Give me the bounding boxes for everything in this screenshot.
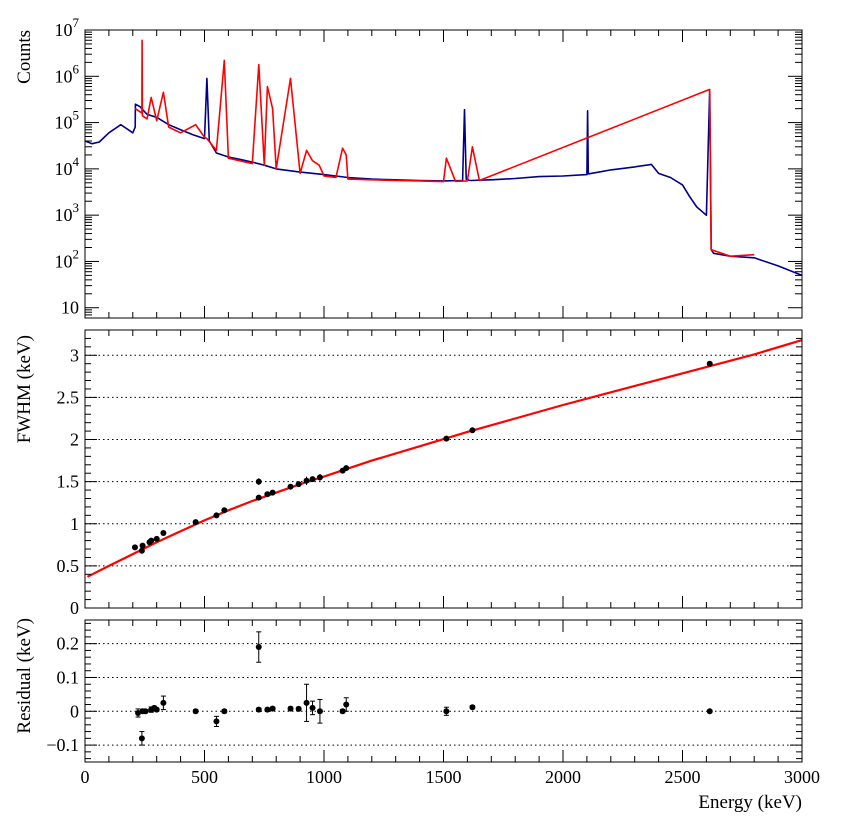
y-tick-label: −0.1 (46, 735, 79, 755)
fwhm-point (138, 547, 145, 554)
fwhm-point (213, 512, 220, 519)
x-tick-label: 1000 (306, 767, 342, 787)
residual-point (706, 708, 713, 715)
y-tick-label: 103 (55, 200, 80, 225)
spectrum-ticks: 10 102 103 104 105 106 107 (55, 15, 803, 319)
residual-point (316, 698, 323, 724)
fwhm-point (153, 535, 160, 542)
residual-point (255, 706, 262, 713)
y-tick-label: 102 (55, 246, 80, 271)
fwhm-point (287, 483, 294, 490)
x-tick-label: 2000 (545, 767, 581, 787)
fwhm-fit-curve (86, 339, 803, 578)
residual-point (255, 631, 262, 663)
residual-point (443, 706, 450, 716)
y-tick-label: 0 (70, 701, 79, 721)
residual-frame (84, 619, 803, 763)
fwhm-point (443, 435, 450, 442)
residual-ylabel: Residual (keV) (14, 618, 35, 734)
y-tick-label: 2.5 (57, 387, 80, 407)
x-axis-label: Energy (keV) (698, 792, 802, 813)
y-tick-label: 0.1 (57, 667, 80, 687)
fwhm-ticks: 0 0.5 1 1.5 2 2.5 3 (57, 329, 803, 618)
residual-point (343, 697, 350, 712)
residual-ticks: −0.1 0 0.1 0.2 (46, 620, 803, 762)
residual-point (303, 683, 310, 722)
fwhm-point (269, 489, 276, 496)
residual-point (309, 700, 316, 716)
fwhm-point (343, 465, 350, 472)
fwhm-fit-line (86, 339, 803, 578)
fwhm-point (316, 474, 323, 481)
x-tick-label: 3000 (784, 767, 820, 787)
y-tick-label: 1 (70, 514, 79, 534)
y-tick-label: 2 (70, 430, 79, 450)
fwhm-point (255, 494, 262, 501)
y-tick-label: 1.5 (57, 472, 80, 492)
y-tick-label: 105 (55, 108, 80, 133)
fwhm-point (469, 427, 476, 434)
fwhm-point (139, 542, 146, 549)
residual-point (135, 708, 142, 718)
residual-panel: −0.1 0 0.1 0.2 Residual (keV) (14, 618, 803, 763)
residual-point (153, 706, 160, 713)
residual-point (264, 706, 271, 713)
fwhm-point (160, 530, 167, 537)
y-tick-label: 0.5 (57, 556, 80, 576)
spectrum-ylabel: Counts (14, 30, 35, 84)
fwhm-point (148, 537, 155, 544)
residual-point (295, 705, 302, 712)
y-tick-label: 106 (55, 61, 80, 86)
residual-point (221, 708, 228, 715)
x-tick-label: 0 (81, 767, 90, 787)
fwhm-point (255, 478, 262, 486)
spectrum-curves (84, 39, 803, 277)
fwhm-frame (84, 329, 803, 609)
residual-point (160, 695, 167, 711)
fwhm-grid (85, 354, 802, 567)
fwhm-point (309, 476, 316, 483)
residual-point (339, 708, 346, 715)
residual-point (269, 705, 276, 712)
residual-point (213, 715, 220, 727)
fwhm-panel: 0 0.5 1 1.5 2 2.5 3 FWHM (keV) (14, 329, 803, 618)
fwhm-point (295, 481, 302, 488)
fwhm-point (131, 544, 138, 551)
fwhm-point (264, 491, 271, 498)
residual-point (192, 708, 199, 715)
residual-points (135, 631, 713, 746)
fwhm-point (192, 519, 199, 526)
y-tick-label: 0.2 (57, 634, 80, 654)
y-tick-label: 107 (55, 15, 80, 40)
y-tick-label: 0 (70, 598, 79, 618)
spectrum-frame (84, 29, 803, 319)
residual-point (138, 731, 145, 746)
y-tick-label: 3 (70, 345, 79, 365)
x-tick-label: 2500 (665, 767, 701, 787)
x-tick-label: 500 (191, 767, 218, 787)
spectrum-line-red (134, 39, 755, 257)
fwhm-ylabel: FWHM (keV) (14, 335, 35, 443)
fwhm-point (706, 360, 713, 367)
spectrum-panel: 10 102 103 104 105 106 107 Counts (14, 15, 803, 319)
x-tick-label: 1500 (426, 767, 462, 787)
fwhm-point (303, 476, 310, 486)
residual-point (287, 705, 294, 712)
x-tick-labels: 0 500 1000 1500 2000 2500 3000 (81, 767, 821, 787)
residual-point (469, 704, 476, 711)
residual-point (142, 708, 149, 715)
y-tick-label: 104 (55, 154, 80, 179)
fwhm-point (221, 507, 228, 514)
y-tick-label: 10 (61, 298, 79, 318)
fwhm-points (131, 360, 713, 554)
residual-grid (85, 643, 802, 746)
